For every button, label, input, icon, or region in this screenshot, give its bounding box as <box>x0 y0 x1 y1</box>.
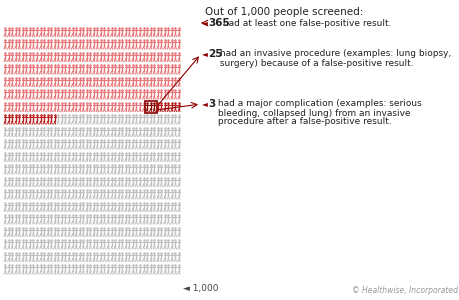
Text: Out of 1,000 people screened:: Out of 1,000 people screened: <box>205 7 363 17</box>
Text: bleeding, collapsed lung) from an invasive: bleeding, collapsed lung) from an invasi… <box>214 109 410 118</box>
Text: 25: 25 <box>207 49 222 59</box>
Text: surgery) because of a false-positive result.: surgery) because of a false-positive res… <box>217 58 413 68</box>
Text: procedure after a false-positive result.: procedure after a false-positive result. <box>214 118 391 127</box>
Text: ◄ 1,000: ◄ 1,000 <box>183 284 218 293</box>
Text: 365: 365 <box>207 18 229 28</box>
Text: ◄: ◄ <box>202 50 207 58</box>
Text: ◄: ◄ <box>202 100 207 109</box>
Text: had a major complication (examples: serious: had a major complication (examples: seri… <box>214 100 421 109</box>
Text: had an invasive procedure (examples: lung biopsy,: had an invasive procedure (examples: lun… <box>217 50 450 58</box>
Bar <box>145 101 157 112</box>
Text: © Healthwise, Incorporated: © Healthwise, Incorporated <box>351 286 457 295</box>
Text: 3: 3 <box>207 99 215 109</box>
Text: had at least one false-positive result.: had at least one false-positive result. <box>219 19 391 28</box>
Text: ◄: ◄ <box>202 19 207 28</box>
